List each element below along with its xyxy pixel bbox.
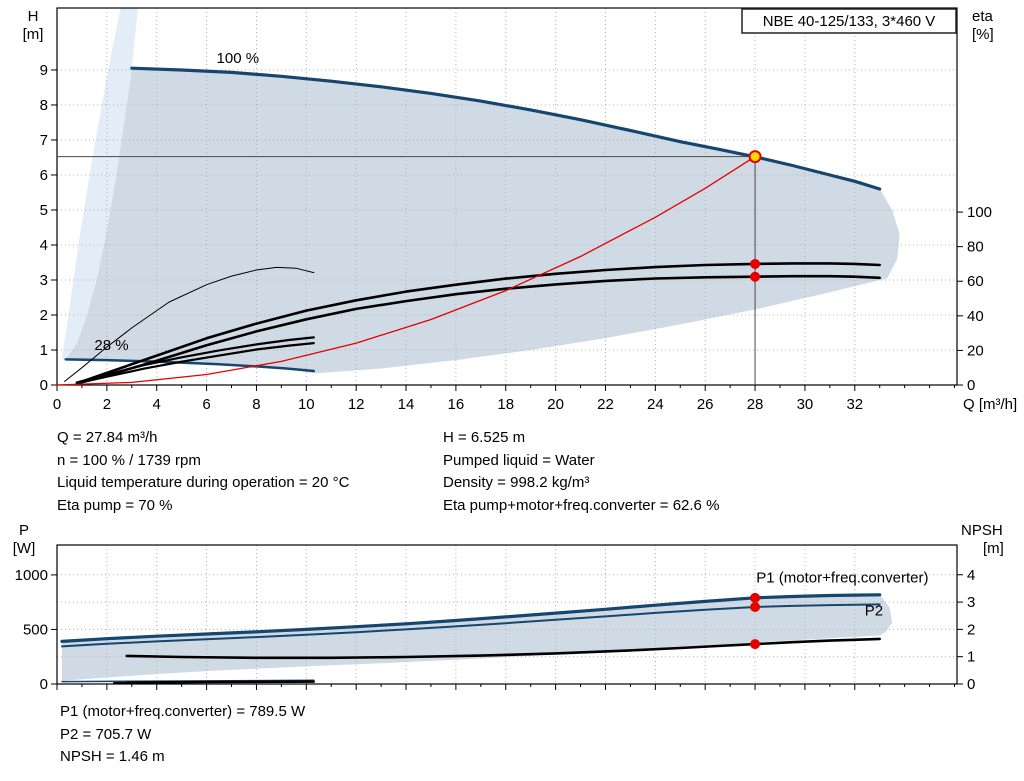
eta-pump-curve-28-thin	[64, 266, 315, 382]
x-tick-label: 2	[103, 396, 111, 413]
eta-curve-28-a	[75, 336, 315, 384]
plot-border	[56, 7, 958, 386]
duty-values-left: Q = 27.84 m³/h n = 100 % / 1739 rpm Liqu…	[57, 427, 349, 517]
operating-envelope	[65, 68, 900, 374]
power-values-block: P1 (motor+freq.converter) = 789.5 W P2 =…	[60, 701, 305, 769]
ann-p1: P1 (motor+freq.converter) = 789.5 W	[60, 703, 306, 720]
ann-npsh: NPSH = 1.46 m	[60, 748, 165, 765]
ann-flow: Q = 27.84 m³/h	[57, 429, 158, 446]
x-tick-label: 24	[647, 396, 664, 413]
ann-p2: P2 = 705.7 W	[60, 725, 152, 743]
y-right-tick-label: 40	[967, 308, 984, 325]
y-left-tick-label: 5	[40, 202, 48, 219]
y-left-tick-label: 6	[40, 167, 48, 184]
power-npsh-chart: 0 500 1000 0 1 2 3 4 P[W] NPSH[m] P1 (motor+freq.c…	[13, 522, 1004, 693]
ann-head: H = 6.525 m	[443, 429, 526, 446]
speed-28-label: 28 %	[94, 337, 128, 354]
y-right-tick-label: 1	[967, 649, 975, 666]
npsh-curve	[125, 637, 882, 660]
p2-marker	[750, 602, 761, 613]
chart-title: NBE 40-125/133, 3*460 V	[763, 13, 936, 30]
y-right-tick-label: 0	[967, 377, 975, 394]
x-tick-label: 20	[547, 396, 564, 413]
y-right-axis-label: [%]	[972, 26, 994, 43]
x-tick-label: 26	[697, 396, 714, 413]
x-tick-label: 6	[202, 396, 210, 413]
duty-values-right: H = 6.525 m Pumped liquid = Water Densit…	[443, 427, 719, 517]
eta-total-curve-100	[75, 274, 882, 385]
eta-curve-28-b	[75, 342, 315, 385]
y-right-axis-label: [m]	[983, 540, 1004, 557]
x-tick-label: 22	[597, 396, 614, 413]
y-left-tick-label: 7	[40, 132, 48, 149]
pump-curve-100	[130, 66, 882, 191]
y-right-tick-label: 4	[967, 567, 975, 584]
y-left-tick-label: 3	[40, 272, 48, 289]
x-tick-label: 14	[398, 396, 415, 413]
y-right-tick-label: 60	[967, 273, 984, 290]
pump-curve-28	[64, 358, 316, 373]
ann-eta-pump: Eta pump = 70 %	[57, 496, 173, 514]
y-right-tick-label: 20	[967, 342, 984, 359]
y-left-axis-label: [m]	[23, 26, 44, 43]
x-tick-label: 18	[497, 396, 514, 413]
y-right-tick-label: 2	[967, 621, 975, 638]
ann-speed: n = 100 % / 1739 rpm	[57, 451, 201, 469]
y-right-tick-label: 80	[967, 239, 984, 256]
ann-liquid-temp: Liquid temperature during operation = 20…	[57, 474, 350, 491]
p1-curve	[60, 593, 882, 644]
y-left-tick-label: 9	[40, 62, 48, 79]
plot-border	[56, 544, 958, 685]
npsh-marker	[750, 639, 761, 650]
ann-eta-total: Eta pump+motor+freq.converter = 62.6 %	[443, 496, 720, 514]
x-tick-label: 28	[747, 396, 764, 413]
x-tick-label: 10	[298, 396, 315, 413]
y-right-tick-label: 100	[967, 204, 992, 221]
y-left-axis-label: P	[19, 522, 29, 539]
y-left-tick-label: 8	[40, 97, 48, 114]
npsh-curve-28	[126, 680, 315, 683]
y-left-tick-label: 4	[40, 237, 48, 254]
ann-density: Density = 998.2 kg/m³	[443, 474, 590, 491]
y-right-axis-label: eta	[972, 8, 994, 25]
x-tick-label: 16	[448, 396, 465, 413]
p2-curve-label: P2	[865, 602, 883, 619]
x-axis-label: Q [m³/h]	[963, 396, 1017, 413]
y-left-tick-label: 1	[40, 342, 48, 359]
chart-title-box	[741, 8, 957, 34]
operating-envelope-left-wedge	[62, 8, 138, 360]
eta-pump-curve-100	[75, 262, 882, 385]
eta-total-marker	[750, 271, 761, 282]
y-left-axis-label: [W]	[13, 540, 36, 557]
qh-chart: 0 2 4 6 8 10 12 14 16 18 20 22 24 26 28 30 32 Q [m³/h]012…	[23, 7, 1017, 413]
ann-pumped-liquid: Pumped liquid = Water	[443, 451, 595, 469]
y-left-tick-label: 0	[40, 676, 48, 693]
x-tick-label: 32	[846, 396, 863, 413]
y-left-tick-label: 1000	[15, 567, 48, 584]
p1-curve-label: P1 (motor+freq.converter)	[756, 570, 928, 587]
y-left-tick-label: 2	[40, 307, 48, 324]
p2-curve	[61, 603, 881, 648]
x-tick-label: 4	[153, 396, 161, 413]
duty-point-marker	[748, 150, 762, 164]
y-left-tick-label: 0	[40, 377, 48, 394]
y-right-tick-label: 0	[967, 676, 975, 693]
x-tick-label: 8	[252, 396, 260, 413]
x-tick-label: 0	[53, 396, 61, 413]
p1-marker	[750, 592, 761, 603]
y-right-axis-label: NPSH	[961, 522, 1003, 539]
y-left-axis-label: H	[28, 8, 39, 25]
x-tick-label: 12	[348, 396, 365, 413]
y-left-tick-label: 500	[23, 621, 48, 638]
x-tick-label: 30	[797, 396, 814, 413]
power-envelope	[62, 594, 893, 681]
speed-100-label: 100 %	[217, 50, 260, 67]
system-curve	[56, 155, 756, 386]
y-right-tick-label: 3	[967, 594, 975, 611]
eta-pump-marker	[750, 258, 761, 269]
